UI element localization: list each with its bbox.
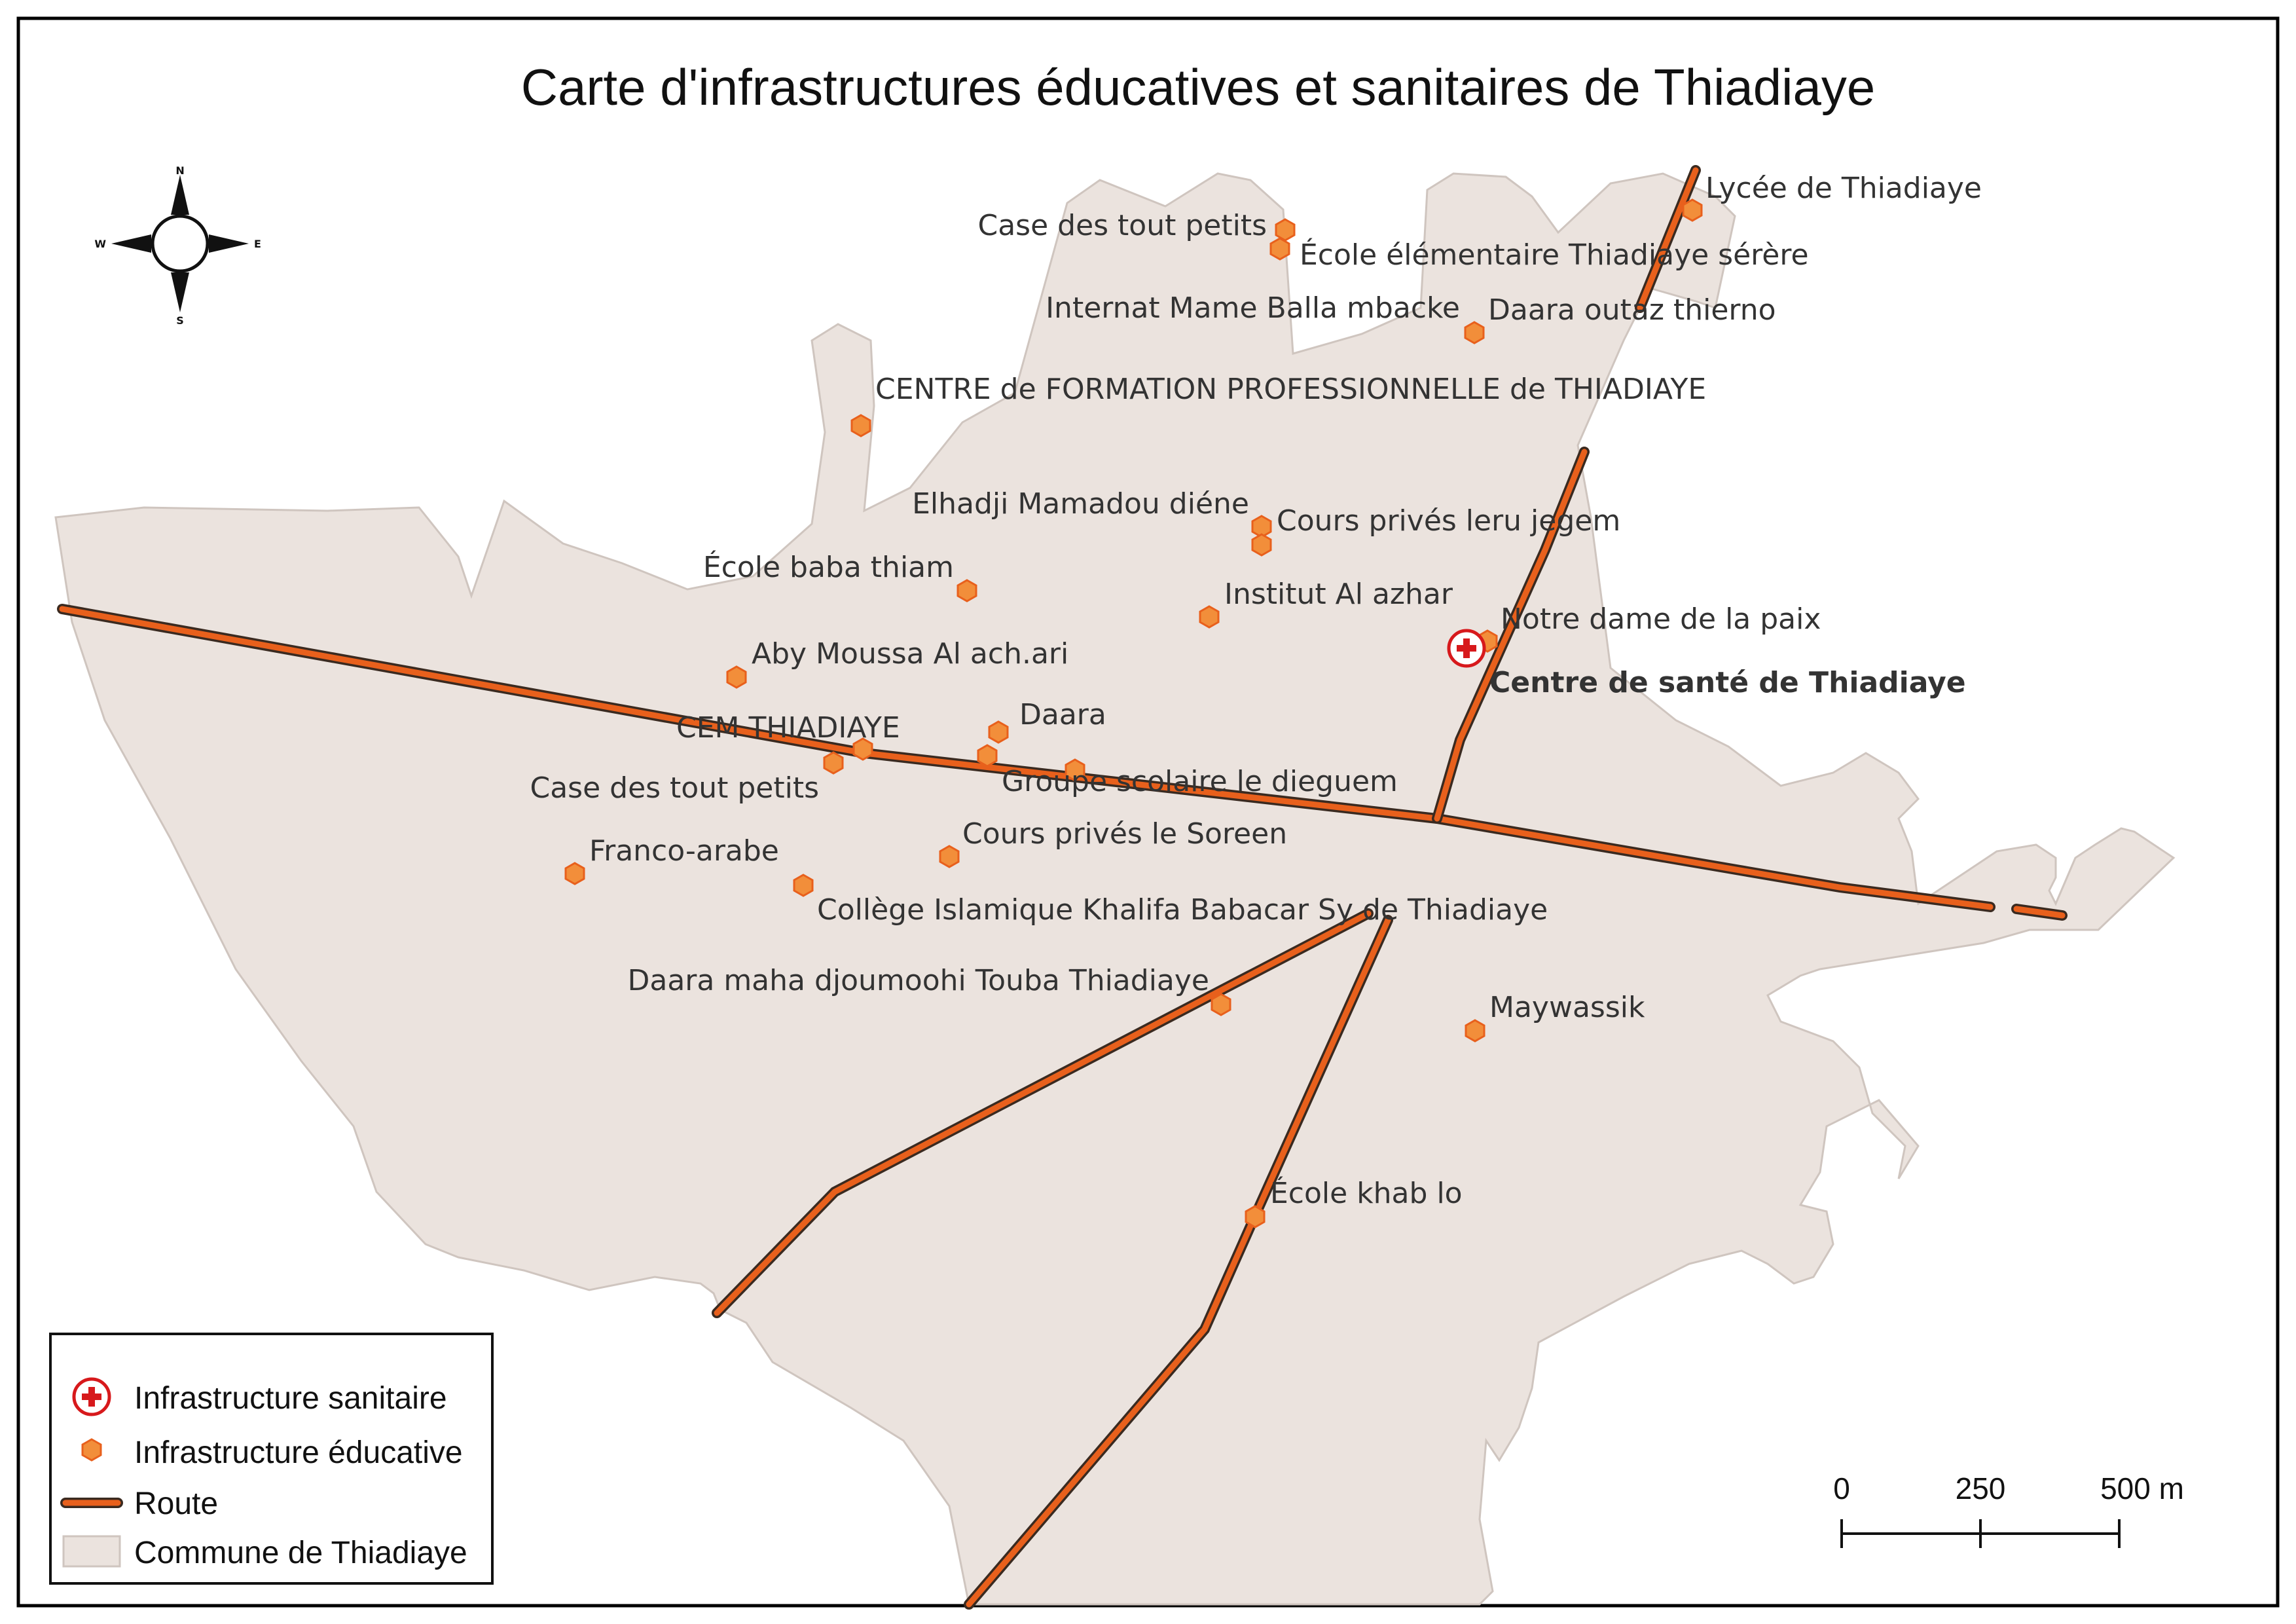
legend-commune-label: Commune de Thiadiaye <box>134 1536 467 1570</box>
legend-box <box>49 1333 494 1585</box>
education-marker-franco-arabe[interactable] <box>564 862 585 885</box>
label-aby-moussa: Aby Moussa Al ach.ari <box>752 637 1068 671</box>
education-marker-daara-b[interactable] <box>977 744 998 767</box>
label-groupe-scolaire: Groupe scolaire le dieguem <box>1002 765 1398 798</box>
health-cross-icon[interactable] <box>1447 629 1486 668</box>
education-marker-baba-thiam[interactable] <box>957 579 977 602</box>
scale-label-500: 500 m <box>2100 1471 2184 1505</box>
education-marker-aby-moussa[interactable] <box>726 665 747 689</box>
label-franco-arabe: Franco-arabe <box>589 834 779 868</box>
education-marker-lycee[interactable] <box>1682 198 1703 222</box>
education-marker-maywassik[interactable] <box>1465 1019 1485 1043</box>
compass-east-arrow <box>209 234 249 253</box>
scale-label-250: 250 <box>1956 1471 2006 1505</box>
label-ecole-khab-lo: École khab lo <box>1270 1175 1463 1210</box>
road-south-casing <box>966 917 1391 1608</box>
road-network <box>57 165 2068 1610</box>
education-markers <box>564 198 1703 1228</box>
compass-ring <box>151 214 210 273</box>
compass-north-arrow <box>171 175 189 215</box>
label-maywassik: Maywassik <box>1489 991 1645 1024</box>
compass-west-arrow <box>111 234 151 253</box>
compass-south-arrow <box>171 272 189 312</box>
label-notre-dame: Notre dame de la paix <box>1501 602 1821 636</box>
label-case-tout-petits-south: Case des tout petits <box>530 771 819 805</box>
road-north-east-casing <box>1434 449 1588 822</box>
education-marker-institut-azhar[interactable] <box>1199 605 1220 629</box>
compass-w-label: W <box>94 238 106 250</box>
education-marker-daara-maha[interactable] <box>1211 993 1231 1016</box>
road-main-east-end-casing <box>2013 906 2066 919</box>
legend-education-icon <box>81 1438 102 1462</box>
education-marker-case-tout-petits-south[interactable] <box>823 751 844 775</box>
label-cours-leru: Cours privés leru jegem <box>1277 504 1620 538</box>
education-marker-ecole-elementaire[interactable] <box>1269 237 1290 261</box>
label-cem: CEM THIADIAYE <box>676 711 900 745</box>
label-cours-soreen: Cours privés le Soreen <box>962 817 1287 851</box>
education-marker-centre-formation[interactable] <box>850 414 871 437</box>
compass-e-label: E <box>254 238 261 250</box>
legend-health-icon <box>72 1377 111 1416</box>
legend-road-label: Route <box>134 1486 218 1521</box>
label-daara-outaz: Daara outaz thierno <box>1488 293 1776 327</box>
label-daara-maha: Daara maha djoumoohi Touba Thiadiaye <box>627 964 1209 997</box>
education-marker-daara-outaz[interactable] <box>1464 321 1485 344</box>
legend-commune-swatch <box>62 1535 121 1568</box>
education-marker-college-islamique[interactable] <box>793 874 814 897</box>
education-marker-cours-leru[interactable] <box>1251 533 1272 557</box>
map-title: Carte d'infrastructures éducatives et sa… <box>521 58 1876 116</box>
map-labels: Lycée de Thiadiaye Case des tout petits … <box>530 172 1982 1210</box>
education-marker-daara-a[interactable] <box>988 720 1009 744</box>
education-marker-ecole-khab-lo[interactable] <box>1245 1205 1266 1228</box>
compass-s-label: S <box>176 314 184 327</box>
commune-thiadiaye-area[interactable] <box>54 172 2176 1606</box>
label-case-tout-petits-north: Case des tout petits <box>977 209 1267 242</box>
legend: Infrastructure sanitaire Infrastructure … <box>49 1333 494 1585</box>
label-elhadji-mamadou: Elhadji Mamadou diéne <box>912 487 1249 521</box>
label-institut-azhar: Institut Al azhar <box>1224 578 1453 611</box>
scale-bar: 0 250 500 m <box>1833 1471 2184 1548</box>
label-centre-sante: Centre de santé de Thiadiaye <box>1489 666 1966 699</box>
label-ecole-elementaire: École élémentaire Thiadiaye sérère <box>1300 237 1809 272</box>
road-lycee-spur-casing <box>1637 167 1699 311</box>
label-centre-formation: CENTRE de FORMATION PROFESSIONNELLE de T… <box>875 373 1706 406</box>
education-marker-cours-soreen[interactable] <box>939 845 960 868</box>
legend-health-label: Infrastructure sanitaire <box>134 1381 447 1416</box>
education-marker-case-tout-petits-north[interactable] <box>1275 218 1296 242</box>
education-marker-groupe-scolaire[interactable] <box>1065 758 1085 782</box>
compass-rose: N S E W <box>94 164 261 327</box>
label-daara: Daara <box>1019 698 1106 731</box>
legend-education-label: Infrastructure éducative <box>134 1435 463 1470</box>
education-marker-cem[interactable] <box>852 737 873 761</box>
compass-n-label: N <box>175 164 184 177</box>
road-south-west-casing <box>714 910 1372 1316</box>
label-college-islamique: Collège Islamique Khalifa Babacar Sy de … <box>817 893 1548 927</box>
label-lycee: Lycée de Thiadiaye <box>1705 172 1982 205</box>
label-baba-thiam: École baba thiam <box>703 549 954 584</box>
scale-label-0: 0 <box>1833 1471 1850 1505</box>
label-internat: Internat Mame Balla mbacke <box>1046 291 1460 325</box>
